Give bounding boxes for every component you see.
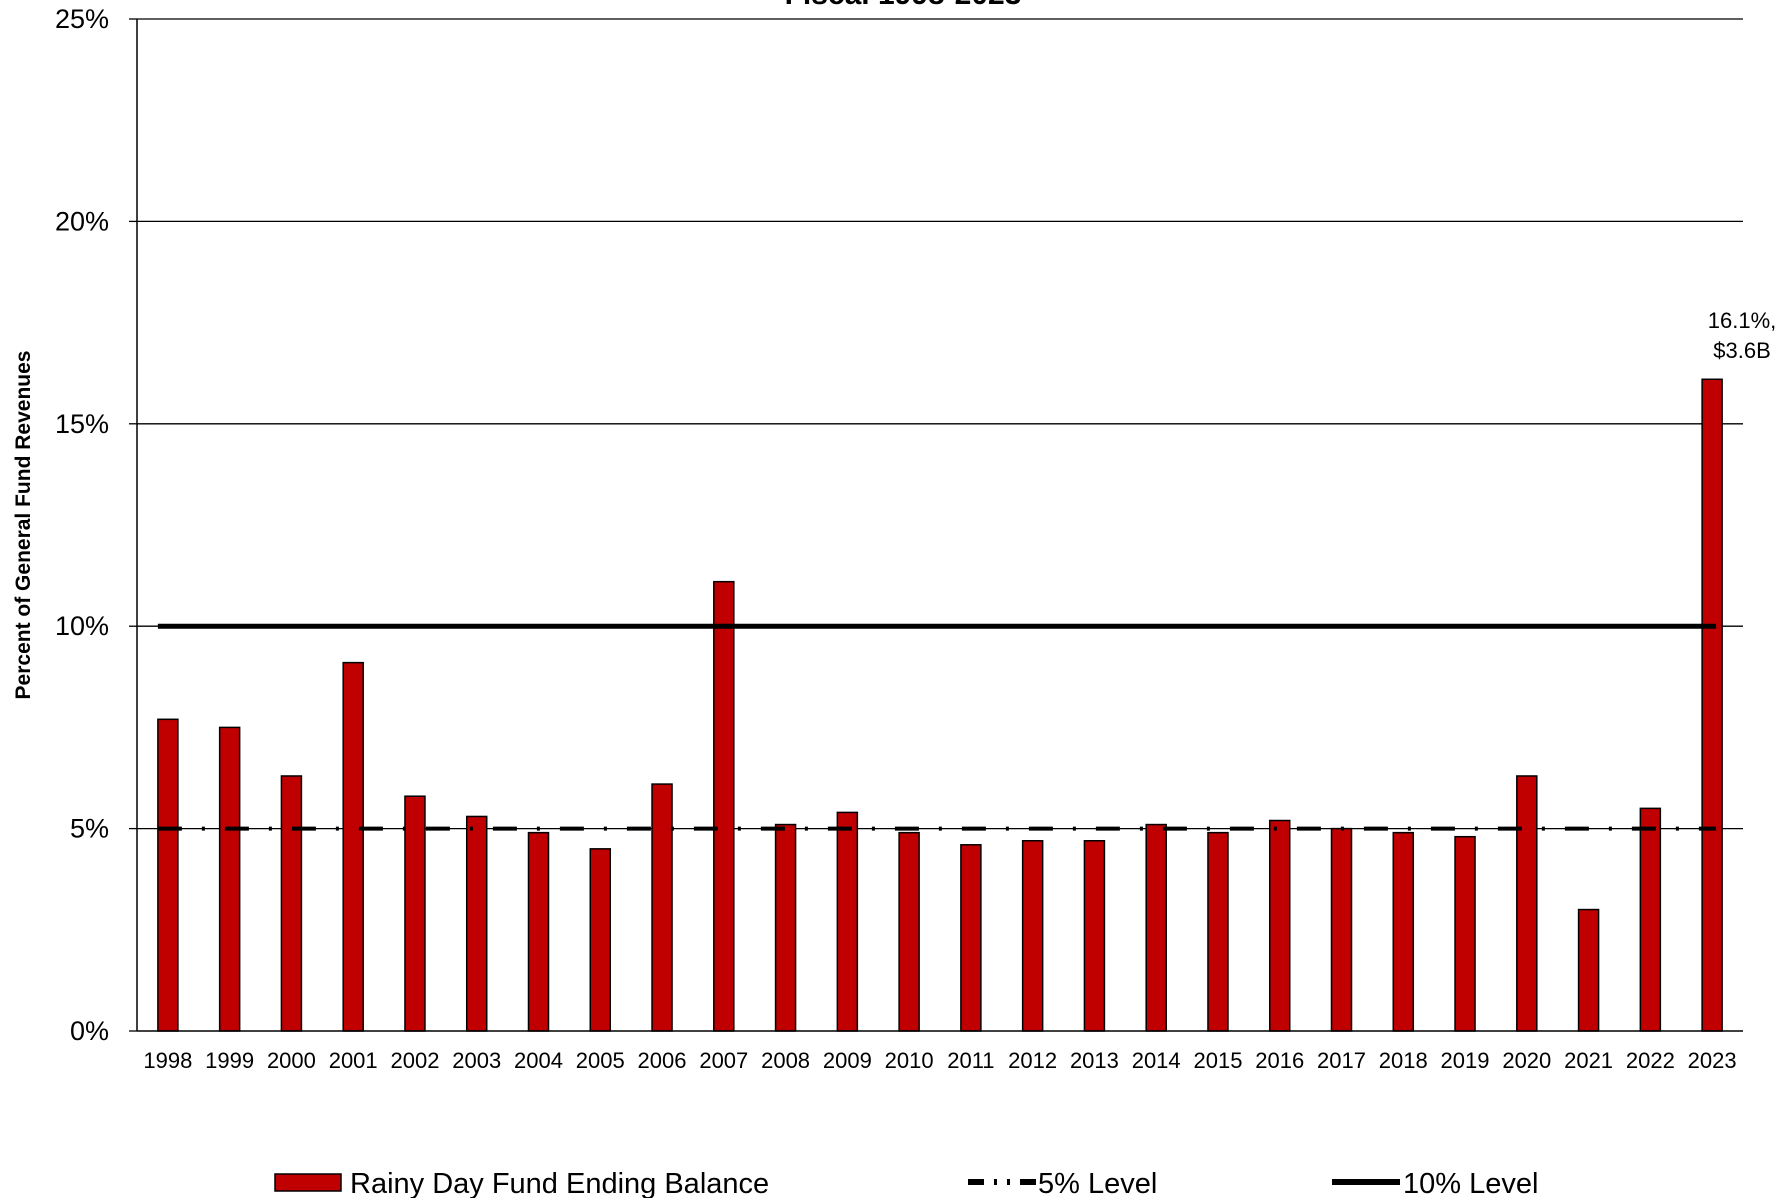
x-tick-label: 2008 (761, 1048, 810, 1073)
y-tick-label: 5% (70, 814, 109, 844)
y-tick-label: 20% (55, 206, 109, 236)
bar-2023 (1701, 378, 1723, 1032)
x-tick-label: 2010 (885, 1048, 934, 1073)
legend-label-5-level: 5% Level (1038, 1168, 1157, 1198)
x-tick-label: 2013 (1070, 1048, 1119, 1073)
x-tick-label: 2021 (1564, 1048, 1613, 1073)
bar-2013 (1083, 839, 1106, 1032)
bar-2015 (1207, 831, 1229, 1032)
bar-2003 (465, 815, 488, 1032)
legend-swatch-bar (274, 1173, 342, 1192)
y-axis: 0% 5% 10% 15% 20% 25% (55, 4, 138, 1046)
x-tick-label: 2016 (1255, 1048, 1304, 1073)
y-tick-label: 10% (55, 611, 109, 641)
bar-2019 (1454, 835, 1476, 1032)
bar-2000 (280, 775, 303, 1032)
bar-2014 (1145, 823, 1167, 1032)
bar-2007 (713, 580, 735, 1032)
x-tick-label: 2000 (267, 1048, 316, 1073)
bar-annotation: 16.1%, $3.6B (1708, 308, 1777, 363)
annotation-line-2: $3.6B (1713, 338, 1771, 363)
bar-2012 (1021, 839, 1044, 1032)
bars (157, 378, 1723, 1032)
bar-2004 (527, 831, 550, 1032)
bar-2018 (1392, 831, 1415, 1032)
bar-2002 (404, 795, 426, 1032)
chart-title: Fiscal 1998-2023 (785, 0, 1022, 11)
legend-item-10-level: 10% Level (1332, 1168, 1538, 1198)
y-tick-label: 25% (55, 4, 109, 34)
bar-2001 (342, 661, 364, 1032)
bar-2006 (651, 783, 673, 1032)
legend-item-5-level: 5% Level (968, 1168, 1157, 1198)
x-tick-label: 2019 (1441, 1048, 1490, 1073)
bar-2008 (774, 823, 797, 1032)
x-tick-label: 2022 (1626, 1048, 1675, 1073)
x-tick-label: 2002 (390, 1048, 439, 1073)
x-tick-label: 2004 (514, 1048, 563, 1073)
x-tick-label: 2015 (1193, 1048, 1242, 1073)
x-tick-label: 1998 (143, 1048, 192, 1073)
x-tick-label: 2007 (699, 1048, 748, 1073)
y-tick-label: 0% (70, 1016, 109, 1046)
legend-item-rainy-day-fund: Rainy Day Fund Ending Balance (274, 1168, 769, 1198)
x-tick-label: 2023 (1688, 1048, 1737, 1073)
y-tick-label: 15% (55, 409, 109, 439)
bar-1999 (218, 726, 241, 1032)
bar-1998 (157, 718, 179, 1032)
x-tick-label: 2020 (1502, 1048, 1551, 1073)
gridlines (137, 18, 1743, 830)
reference-lines (157, 623, 1717, 831)
x-tick-label: 2011 (947, 1048, 994, 1073)
x-tick-label: 2009 (823, 1048, 872, 1073)
x-tick-label: 2012 (1008, 1048, 1057, 1073)
bar-2009 (836, 811, 859, 1032)
bar-2022 (1639, 807, 1662, 1032)
legend-label-10-level: 10% Level (1403, 1168, 1538, 1198)
bar-2021 (1577, 908, 1600, 1032)
x-tick-label: 2018 (1379, 1048, 1428, 1073)
x-tick-label: 2017 (1317, 1048, 1366, 1073)
x-tick-label: 2006 (638, 1048, 687, 1073)
annotation-line-1: 16.1%, (1708, 308, 1777, 333)
x-axis: 1998 1999 2000 2001 2002 2003 2004 2005 2006 2007… (137, 1030, 1743, 1073)
x-tick-label: 2005 (576, 1048, 625, 1073)
bar-2020 (1516, 775, 1538, 1032)
bar-2005 (589, 848, 612, 1032)
bar-2017 (1330, 827, 1353, 1032)
y-axis-label: Percent of General Fund Revenues (12, 351, 35, 700)
bar-2016 (1268, 819, 1291, 1032)
bar-2011 (960, 844, 982, 1032)
bar-2010 (898, 831, 920, 1032)
x-tick-label: 2014 (1132, 1048, 1181, 1073)
x-tick-label: 1999 (205, 1048, 254, 1073)
x-tick-label: 2003 (452, 1048, 501, 1073)
legend: Rainy Day Fund Ending Balance 5% Level 1… (274, 1168, 1538, 1198)
x-tick-label: 2001 (329, 1048, 378, 1073)
legend-label-rainy-day-fund: Rainy Day Fund Ending Balance (350, 1168, 769, 1198)
